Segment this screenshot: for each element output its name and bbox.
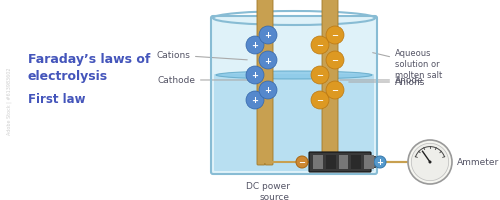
FancyBboxPatch shape bbox=[211, 17, 377, 174]
Circle shape bbox=[259, 52, 277, 70]
Text: +: + bbox=[252, 96, 258, 105]
Circle shape bbox=[246, 37, 264, 55]
Text: Faraday’s laws of
electrolysis: Faraday’s laws of electrolysis bbox=[28, 53, 150, 83]
FancyBboxPatch shape bbox=[369, 157, 376, 168]
Bar bbox=[313, 155, 323, 169]
FancyBboxPatch shape bbox=[330, 0, 338, 165]
Text: Ammeter: Ammeter bbox=[457, 158, 499, 167]
FancyBboxPatch shape bbox=[322, 0, 330, 165]
Text: Aqueous
solution or
molten salt: Aqueous solution or molten salt bbox=[372, 49, 442, 80]
Circle shape bbox=[326, 27, 344, 45]
Text: +: + bbox=[252, 71, 258, 80]
Text: +: + bbox=[264, 86, 272, 95]
Text: First law: First law bbox=[28, 93, 86, 105]
Circle shape bbox=[296, 156, 308, 168]
Circle shape bbox=[326, 52, 344, 70]
Circle shape bbox=[311, 37, 329, 55]
Circle shape bbox=[412, 144, 449, 181]
Circle shape bbox=[259, 82, 277, 100]
Circle shape bbox=[311, 92, 329, 109]
Text: +: + bbox=[264, 31, 272, 40]
FancyBboxPatch shape bbox=[214, 75, 374, 171]
Text: Anode: Anode bbox=[340, 76, 424, 85]
Text: +: + bbox=[264, 56, 272, 65]
Circle shape bbox=[311, 67, 329, 85]
Bar bbox=[351, 155, 361, 169]
Text: Adobe Stock | #613983602: Adobe Stock | #613983602 bbox=[6, 67, 12, 134]
FancyBboxPatch shape bbox=[265, 0, 273, 165]
Text: Cathode: Cathode bbox=[157, 76, 255, 85]
Circle shape bbox=[246, 92, 264, 109]
Text: +: + bbox=[252, 41, 258, 50]
Circle shape bbox=[428, 161, 432, 164]
FancyBboxPatch shape bbox=[257, 0, 265, 165]
Text: DC power
source: DC power source bbox=[246, 181, 290, 200]
Circle shape bbox=[259, 27, 277, 45]
Text: −: − bbox=[298, 158, 306, 167]
Circle shape bbox=[374, 156, 386, 168]
Circle shape bbox=[408, 140, 452, 184]
Text: Cations: Cations bbox=[156, 51, 247, 61]
Bar bbox=[338, 155, 348, 169]
Text: Anions: Anions bbox=[349, 78, 426, 87]
Bar bbox=[326, 155, 336, 169]
Text: −: − bbox=[332, 56, 338, 65]
FancyBboxPatch shape bbox=[309, 152, 371, 172]
Ellipse shape bbox=[216, 72, 372, 80]
Circle shape bbox=[246, 67, 264, 85]
Text: −: − bbox=[316, 71, 324, 80]
Text: −: − bbox=[316, 41, 324, 50]
Text: −: − bbox=[316, 96, 324, 105]
Text: −: − bbox=[332, 31, 338, 40]
Text: −: − bbox=[332, 86, 338, 95]
Circle shape bbox=[326, 82, 344, 100]
Text: +: + bbox=[376, 158, 384, 167]
Bar bbox=[364, 155, 374, 169]
